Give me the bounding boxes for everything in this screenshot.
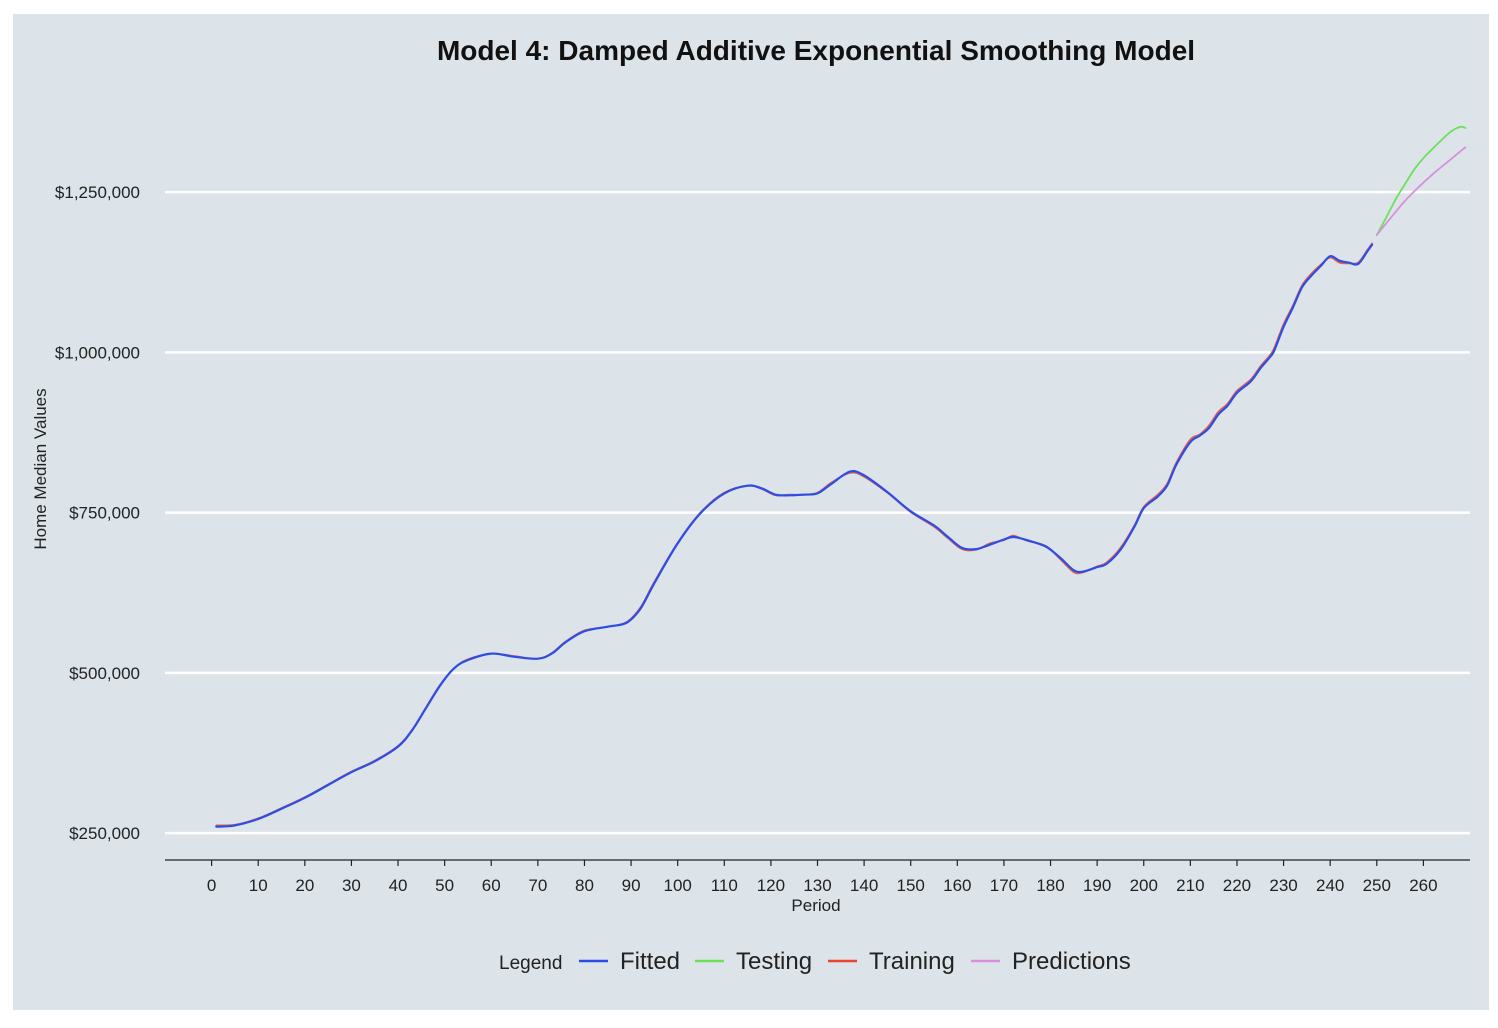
x-axis-label: Period — [791, 896, 840, 915]
legend-title: Legend — [499, 953, 562, 974]
x-tick-label: 10 — [249, 876, 268, 895]
y-axis-ticks: $250,000 $500,000 $750,000 $1,000,000 $1,250… — [55, 183, 140, 843]
y-tick-label: $1,250,000 — [55, 183, 140, 202]
legend: Legend Fitted Testing Training Predictions — [499, 948, 1131, 975]
x-tick-label: 110 — [711, 876, 738, 895]
x-axis-ticks: 0 10 20 30 40 50 60 70 80 90 100 110 120 130 140 150 160… — [207, 860, 1438, 895]
series-line-testing — [1375, 125, 1467, 236]
x-tick-label: 140 — [850, 876, 878, 895]
x-tick-label: 100 — [663, 876, 691, 895]
y-tick-label: $750,000 — [69, 504, 140, 523]
y-tick-label: $500,000 — [69, 664, 140, 683]
x-tick-label: 50 — [435, 876, 454, 895]
chart-title: Model 4: Damped Additive Exponential Smo… — [437, 35, 1195, 66]
y-tick-label: $250,000 — [69, 824, 140, 843]
series-line-fitted — [215, 243, 1374, 828]
x-tick-label: 130 — [803, 876, 831, 895]
chart-svg: Model 4: Damped Additive Exponential Smo… — [31, 35, 1470, 975]
x-tick-label: 20 — [295, 876, 314, 895]
x-tick-label: 260 — [1409, 876, 1437, 895]
x-tick-label: 120 — [757, 876, 785, 895]
x-tick-label: 240 — [1316, 876, 1344, 895]
x-tick-label: 230 — [1269, 876, 1297, 895]
chart-panel: Model 4: Damped Additive Exponential Smo… — [13, 14, 1489, 1010]
series-lines — [215, 125, 1467, 828]
x-tick-label: 60 — [482, 876, 501, 895]
x-tick-label: 190 — [1083, 876, 1111, 895]
series-line-training — [215, 242, 1373, 827]
x-tick-label: 210 — [1176, 876, 1204, 895]
legend-label-predictions: Predictions — [1012, 948, 1131, 975]
legend-label-training: Training — [869, 948, 955, 975]
legend-label-fitted: Fitted — [620, 948, 680, 975]
x-tick-label: 170 — [990, 876, 1018, 895]
x-tick-label: 90 — [622, 876, 641, 895]
y-axis-label: Home Median Values — [31, 388, 50, 549]
x-tick-label: 0 — [207, 876, 216, 895]
x-tick-label: 80 — [575, 876, 594, 895]
series-line-predictions — [1375, 146, 1467, 236]
x-tick-label: 220 — [1223, 876, 1251, 895]
x-tick-label: 250 — [1363, 876, 1391, 895]
x-tick-label: 180 — [1036, 876, 1064, 895]
x-tick-label: 200 — [1130, 876, 1158, 895]
x-tick-label: 160 — [943, 876, 971, 895]
x-tick-label: 150 — [897, 876, 925, 895]
grid-lines — [165, 190, 1470, 835]
x-tick-label: 30 — [342, 876, 361, 895]
legend-label-testing: Testing — [736, 948, 812, 975]
x-tick-label: 40 — [389, 876, 408, 895]
x-tick-label: 70 — [528, 876, 547, 895]
y-tick-label: $1,000,000 — [55, 343, 140, 362]
